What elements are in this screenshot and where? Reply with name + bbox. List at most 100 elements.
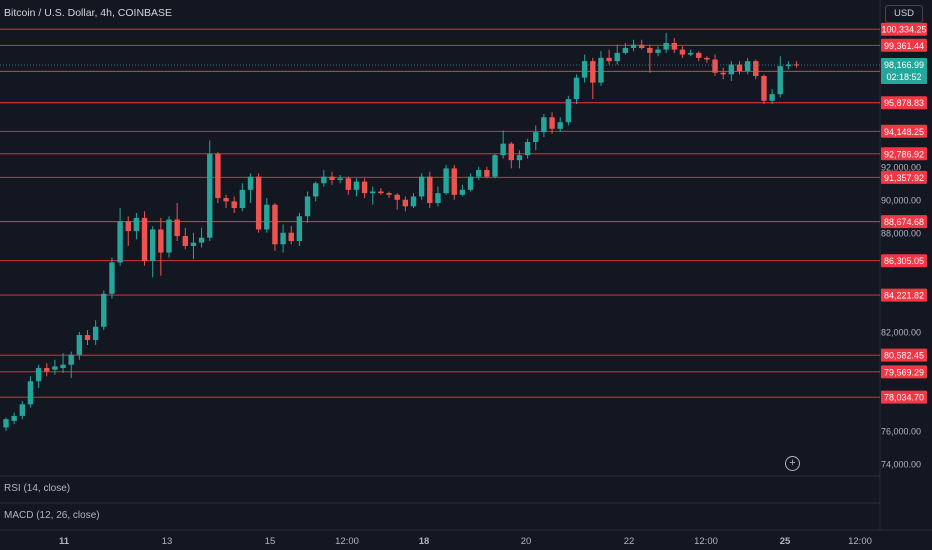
time-tick-label: 12:00 <box>694 536 718 547</box>
candle-body <box>52 366 58 370</box>
candle <box>720 67 726 80</box>
macd-pane-label[interactable]: MACD (12, 26, close) <box>4 510 100 521</box>
candle <box>418 173 425 200</box>
candle-body <box>231 201 237 208</box>
candle <box>133 212 140 240</box>
level-label-text: 100,334.25 <box>881 25 926 35</box>
candle-body <box>207 153 213 238</box>
candle-body <box>84 335 91 340</box>
candle <box>410 193 417 208</box>
candle-body <box>687 52 694 55</box>
candle-body <box>427 176 433 204</box>
candle-body <box>166 219 172 253</box>
candle <box>313 181 319 202</box>
candle <box>255 173 262 233</box>
candle <box>11 412 17 425</box>
candle <box>337 175 343 184</box>
candle-body <box>467 176 474 190</box>
level-label-text: 86,305.05 <box>884 256 924 266</box>
candle <box>190 232 197 260</box>
candle <box>402 196 409 212</box>
candle <box>508 142 514 169</box>
candle-body <box>19 404 25 416</box>
level-label-text: 80,582.45 <box>884 351 924 361</box>
candle-body <box>158 229 164 253</box>
candle-body <box>174 219 180 237</box>
candle <box>304 191 311 223</box>
time-axis-ticks: 11 13 15 12:00 18 20 22 12:00 25 12:00 <box>59 536 872 547</box>
candle-body <box>190 242 197 246</box>
candle <box>361 178 368 199</box>
candle <box>68 351 74 378</box>
level-label-box <box>881 288 927 302</box>
candle-body <box>378 191 384 194</box>
candle-body <box>614 52 620 62</box>
candle <box>728 61 735 81</box>
candle-body <box>761 76 767 101</box>
candle <box>288 226 294 245</box>
candle <box>101 290 107 331</box>
candle-body <box>3 419 9 428</box>
level-label-box <box>881 170 927 184</box>
candle <box>215 151 221 204</box>
candle-body <box>296 216 303 241</box>
level-label-box <box>881 215 927 229</box>
level-label-text: 95,878.83 <box>884 98 924 108</box>
symbol-title[interactable]: Bitcoin / U.S. Dollar, 4h, COINBASE <box>4 7 173 19</box>
candle-body <box>622 47 629 53</box>
candle <box>581 54 588 83</box>
candle-body <box>280 232 286 245</box>
candle <box>174 203 180 241</box>
candle-body <box>484 170 490 177</box>
level-label-text: 91,357.92 <box>884 173 924 183</box>
candle <box>19 401 25 420</box>
price-tick-label: 74,000.00 <box>881 459 921 469</box>
candle <box>573 74 580 105</box>
candle-body <box>744 61 751 72</box>
candle-body <box>125 221 131 232</box>
time-tick-label: 22 <box>624 536 635 547</box>
candle-body <box>272 204 278 245</box>
candle-body <box>353 181 360 190</box>
candle <box>109 257 115 299</box>
candle <box>500 130 506 159</box>
candle <box>598 51 604 86</box>
candle <box>679 46 686 58</box>
candle-body <box>492 155 498 177</box>
current-price-marker: 98,166.99 02:18:52 <box>0 57 927 84</box>
level-label-text: 88,674.68 <box>884 217 924 227</box>
candle-body <box>255 176 262 230</box>
candle <box>655 46 661 57</box>
candle-body <box>345 178 351 190</box>
candle <box>427 171 433 208</box>
candle-body <box>565 99 572 123</box>
candle-body <box>533 132 539 142</box>
candle <box>3 417 9 431</box>
candle <box>761 74 767 105</box>
candle-body <box>459 189 466 195</box>
candle-body <box>27 381 34 405</box>
candle <box>671 38 677 53</box>
candle <box>516 150 523 169</box>
current-price-box <box>881 57 927 84</box>
candle-body <box>793 64 800 66</box>
candle <box>590 57 596 100</box>
candle-body <box>402 199 409 207</box>
candle-body <box>500 143 506 156</box>
current-price-countdown: 02:18:52 <box>886 72 921 82</box>
candle-body <box>76 335 83 355</box>
current-price-text: 98,166.99 <box>884 60 924 70</box>
level-label-box <box>881 96 927 110</box>
rsi-pane-label[interactable]: RSI (14, close) <box>4 483 71 494</box>
candle-body <box>508 143 514 161</box>
add-plus-icon[interactable]: + <box>785 456 800 471</box>
candle-body <box>712 59 718 73</box>
price-tick-label: 76,000.00 <box>881 426 921 436</box>
candle-body <box>109 262 115 294</box>
level-label-text: 92,786.92 <box>884 149 924 159</box>
candle <box>329 171 335 185</box>
currency-button[interactable]: USD <box>885 5 923 23</box>
candle-body <box>313 183 319 197</box>
candle <box>84 330 91 345</box>
